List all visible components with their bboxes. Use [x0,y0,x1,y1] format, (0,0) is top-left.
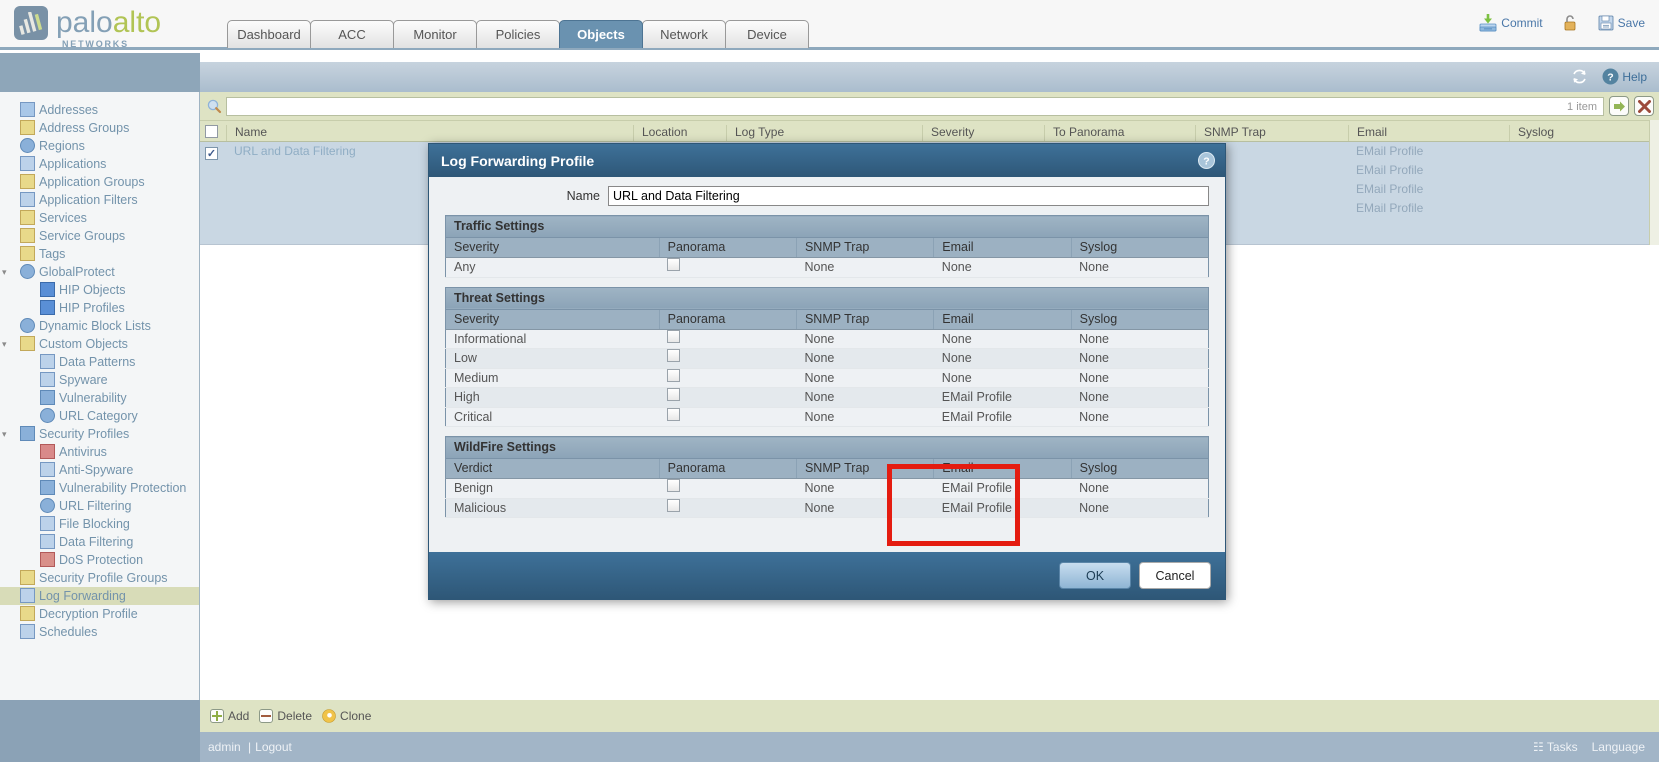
svg-text:?: ? [1608,72,1614,84]
svg-text:?: ? [1203,156,1209,168]
